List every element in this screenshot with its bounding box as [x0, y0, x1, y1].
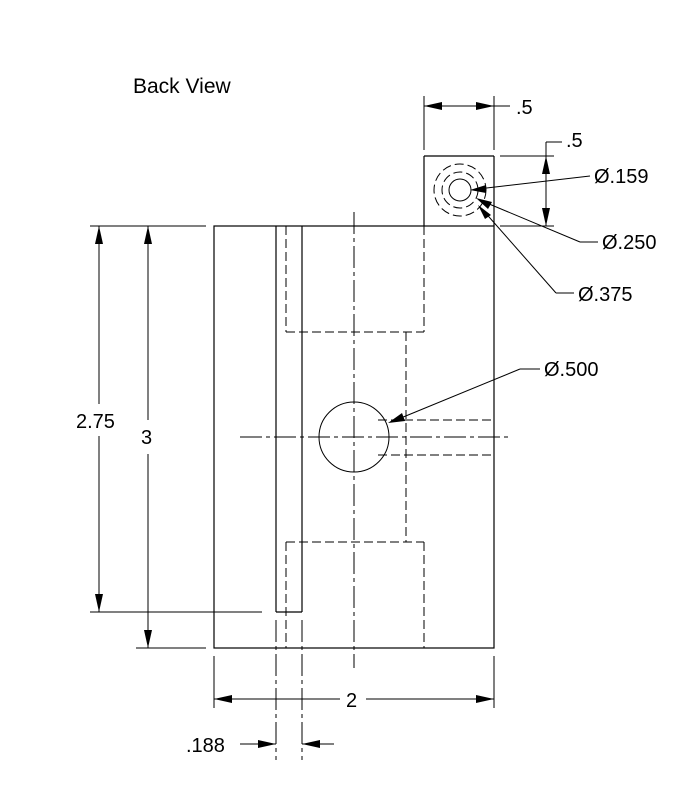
- top-boss: [423, 155, 495, 226]
- dim-width-2-label: 2: [346, 690, 357, 712]
- hole-159-circle: [448, 178, 472, 202]
- dim-slot-188: .188: [186, 735, 334, 757]
- leader-375: Ø.375: [478, 205, 632, 306]
- hole-500-label: Ø.500: [544, 359, 598, 381]
- dim-height-275: 2.75: [76, 225, 262, 613]
- dim-height-275-label: 2.75: [76, 411, 115, 433]
- leader-500: Ø.500: [388, 359, 598, 423]
- dim-width-2: 2: [213, 656, 495, 712]
- leader-250: Ø.250: [476, 198, 656, 254]
- hole-250-label: Ø.250: [602, 232, 656, 254]
- dim-slot-188-label: .188: [186, 735, 225, 757]
- dim-top-height: .5: [500, 130, 583, 227]
- center-lines: [240, 212, 512, 760]
- dim-top-height-label: .5: [566, 130, 583, 152]
- dim-top-width: .5: [423, 96, 533, 150]
- dim-height-3: 3: [136, 226, 206, 649]
- dim-height-3-label: 3: [141, 427, 152, 449]
- view-title: Back View: [133, 75, 231, 98]
- hole-159-label: Ø.159: [594, 166, 648, 188]
- hole-375-label: Ø.375: [578, 284, 632, 306]
- leader-159: Ø.159: [470, 166, 648, 193]
- dim-top-width-label: .5: [516, 97, 533, 119]
